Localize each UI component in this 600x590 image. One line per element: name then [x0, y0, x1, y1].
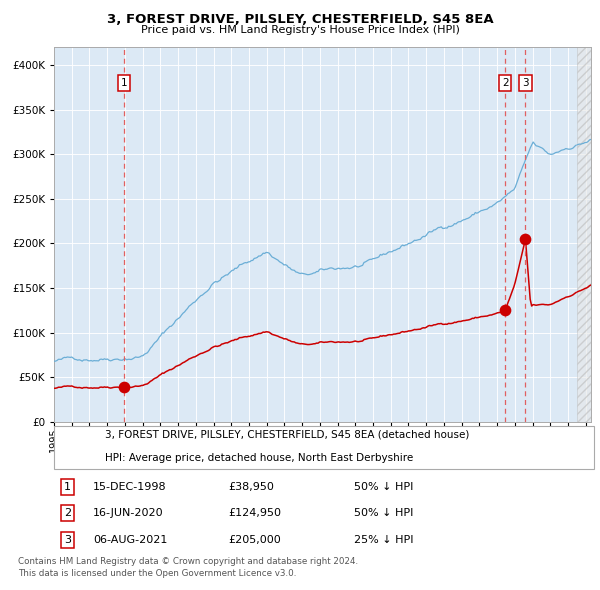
Text: Contains HM Land Registry data © Crown copyright and database right 2024.: Contains HM Land Registry data © Crown c… [18, 558, 358, 566]
Text: 15-DEC-1998: 15-DEC-1998 [93, 482, 167, 491]
Point [521, 234, 530, 244]
Text: £124,950: £124,950 [228, 509, 281, 518]
Text: 16-JUN-2020: 16-JUN-2020 [93, 509, 164, 518]
Text: 3: 3 [64, 535, 71, 545]
Text: 25% ↓ HPI: 25% ↓ HPI [354, 535, 413, 545]
Text: 50% ↓ HPI: 50% ↓ HPI [354, 509, 413, 518]
Text: £205,000: £205,000 [228, 535, 281, 545]
Text: 2: 2 [502, 78, 509, 88]
Text: HPI: Average price, detached house, North East Derbyshire: HPI: Average price, detached house, Nort… [105, 453, 413, 463]
Text: 3, FOREST DRIVE, PILSLEY, CHESTERFIELD, S45 8EA: 3, FOREST DRIVE, PILSLEY, CHESTERFIELD, … [107, 13, 493, 26]
Point [500, 306, 510, 315]
Text: This data is licensed under the Open Government Licence v3.0.: This data is licensed under the Open Gov… [18, 569, 296, 578]
Text: 3, FOREST DRIVE, PILSLEY, CHESTERFIELD, S45 8EA (detached house): 3, FOREST DRIVE, PILSLEY, CHESTERFIELD, … [105, 430, 469, 440]
Text: £38,950: £38,950 [228, 482, 274, 491]
Text: 1: 1 [121, 78, 127, 88]
Point [119, 382, 129, 392]
Text: 50% ↓ HPI: 50% ↓ HPI [354, 482, 413, 491]
Text: 3: 3 [522, 78, 529, 88]
Text: Price paid vs. HM Land Registry's House Price Index (HPI): Price paid vs. HM Land Registry's House … [140, 25, 460, 35]
Text: 1: 1 [64, 482, 71, 491]
Text: 2: 2 [64, 509, 71, 518]
Text: 06-AUG-2021: 06-AUG-2021 [93, 535, 167, 545]
Bar [577, 47, 596, 422]
